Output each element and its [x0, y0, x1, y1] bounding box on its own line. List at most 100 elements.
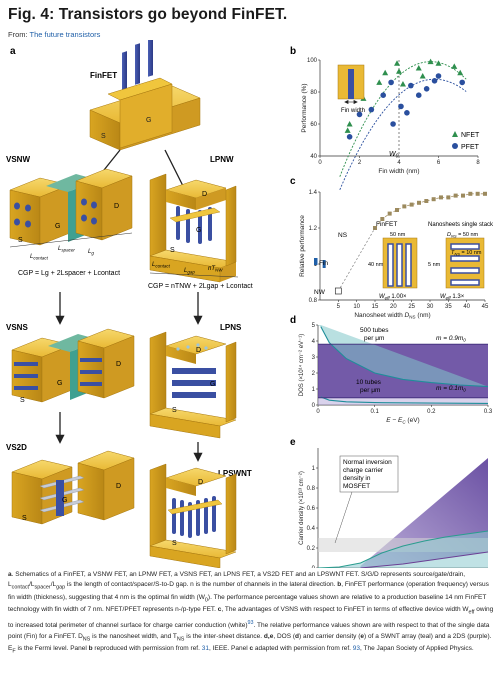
cap-de-text: , DOS ( — [273, 632, 295, 640]
panel-e-letter: e — [290, 437, 296, 448]
cap-ref-31[interactable]: 31 — [201, 645, 209, 653]
lpnw-s: S — [170, 247, 175, 254]
vsns-device: VSNS S G D — [6, 323, 135, 404]
cap-de-text3: ) of a SWNT array (teal) and a 2DS (purp… — [8, 632, 492, 653]
vsnw-s: S — [18, 237, 23, 244]
ns-point — [461, 193, 465, 198]
lpns-s: S — [172, 407, 177, 414]
x-axis-label-d-sub: C — [402, 420, 406, 425]
chart-b: 0 2 4 6 8 40 60 80 100 Performance (%) Fin width (… — [301, 58, 480, 190]
y-tick-label: 100 — [307, 58, 318, 64]
figure-source: From: The future transistors — [8, 30, 100, 39]
finfet-s: S — [101, 133, 106, 140]
ns-dns: D — [447, 232, 451, 238]
vsnw-lg-sub: g — [91, 251, 94, 256]
ns-tns-sub: NS — [454, 252, 460, 257]
x-axis-label-d-main: E − E — [386, 417, 403, 424]
pfet-point — [368, 106, 375, 113]
y-tick-label: 0 — [312, 403, 316, 409]
finfet-g: G — [146, 117, 151, 124]
cap-ref-93[interactable]: 93 — [247, 620, 254, 627]
label-ns: NS — [338, 232, 348, 239]
svg-text:Lspacer: Lspacer — [58, 246, 75, 253]
cap-de-text5: is the Fermi level. Panel — [15, 645, 89, 653]
svg-text:m = 0.9m0: m = 0.9m0 — [436, 335, 466, 343]
cap-c-text3: owing to increased total perimeter of ch… — [8, 606, 494, 630]
box-line-4: MOSFET — [343, 483, 370, 490]
x-axis-label-d: E − EC (eV) — [386, 417, 419, 425]
ns-tns: T — [451, 250, 455, 256]
pfet-point — [404, 110, 410, 116]
y-tick-label: 1.2 — [309, 226, 318, 232]
y-tick-label: 60 — [310, 122, 317, 128]
cap-a-text5: /L — [50, 581, 57, 589]
fin-width-inset-label: Fin width — [341, 108, 365, 114]
x-tick-label: 15 — [372, 304, 379, 310]
svg-text:Lcontact: Lcontact — [152, 262, 171, 269]
svg-text:DNS = 50 nm: DNS = 50 nm — [447, 232, 479, 239]
y-tick-label: 1 — [312, 466, 316, 472]
swnt-line — [317, 530, 489, 568]
label-fin: Fin — [319, 260, 328, 267]
label-nw: NW — [314, 289, 326, 296]
nfet-point — [451, 63, 458, 69]
finfet-weff: W — [379, 294, 386, 300]
figure-canvas: a FinFET S G VSNW — [6, 40, 494, 568]
svg-text:nTNW: nTNW — [208, 266, 223, 273]
x-tick-label: 0 — [318, 160, 322, 166]
lpns-g: G — [210, 381, 215, 388]
y-tick-label: 80 — [310, 90, 317, 96]
finfet-schematic-50nm: 50 nm — [390, 232, 406, 238]
cap-a-text7: is the length of contact/spacer/S-to-D g… — [65, 581, 338, 589]
pfet-point — [408, 82, 414, 89]
lpnw-ntnw-sub: NW — [215, 268, 223, 273]
y-tick-label: 40 — [310, 154, 317, 160]
box-line-2: charge carrier — [343, 467, 384, 474]
cap-a-sub2: spacer — [34, 584, 51, 591]
y-tick-label: 2 — [312, 371, 316, 377]
label-500-tubes-a: 500 tubes — [360, 327, 389, 334]
lpswnt-label: LPSWNT — [218, 469, 252, 478]
pfet-point — [415, 92, 422, 98]
nfet-point — [344, 127, 351, 133]
nfet-point — [435, 60, 442, 66]
cap-ref-93b[interactable]: 93 — [352, 645, 361, 653]
x-tick-label: 4 — [397, 160, 401, 166]
ns-point — [380, 217, 385, 221]
box-line-1: Normal inversion — [343, 459, 392, 466]
ns-point — [475, 191, 480, 196]
y-axis-label-e: Carrier density (×10¹³ cm⁻²) — [299, 471, 305, 545]
ns-point — [439, 195, 443, 200]
twods-lower-line — [360, 551, 489, 568]
x-tick-label: 0 — [316, 409, 320, 415]
vs2d-device: VS2D S G D — [6, 443, 135, 525]
x-tick-label: 0.2 — [427, 409, 436, 415]
lpns-d: D — [196, 347, 201, 354]
nfet-point — [346, 121, 353, 127]
y-tick-label: 0.2 — [307, 546, 316, 552]
y-axis-label-c: Relative performance — [299, 215, 306, 277]
m-low-sub: 0 — [463, 388, 466, 393]
pfet-point — [431, 78, 438, 84]
x-tick-label: 0.1 — [370, 409, 379, 415]
x-tick-label: 40 — [463, 304, 470, 310]
label-10-tubes-b: per μm — [360, 387, 380, 394]
source-link[interactable]: The future transistors — [29, 30, 101, 39]
x-tick-label: 8 — [476, 160, 480, 166]
panel-a: a FinFET S G VSNW — [6, 40, 253, 568]
pfet-point — [390, 121, 396, 127]
cap-c-text4: . The relative performance values shown … — [8, 622, 490, 640]
cap-b-text3: ). The performance percentage values sho… — [8, 593, 487, 614]
lpnw-device: LPNW D G S Lcontact Lgap nTNW CGP = nTNW… — [148, 155, 253, 290]
lpns-device: LPNS D G S — [149, 323, 242, 439]
label-fin-swatch — [314, 258, 318, 265]
cap-de-sub4: F — [12, 648, 16, 655]
from-prefix: From: — [8, 30, 30, 39]
fin-width-inset: Fin width — [337, 64, 365, 114]
lpnw-ntnw: nT — [208, 266, 216, 272]
finfet-schematic-c: FinFET 50 nm 40 nm Weff 1.00× — [368, 221, 418, 301]
legend-b: NFET PFET — [452, 131, 480, 151]
nw-to-ns — [338, 227, 376, 292]
svg-text:m = 0.1m0: m = 0.1m0 — [436, 385, 466, 393]
ns-point — [424, 199, 429, 203]
